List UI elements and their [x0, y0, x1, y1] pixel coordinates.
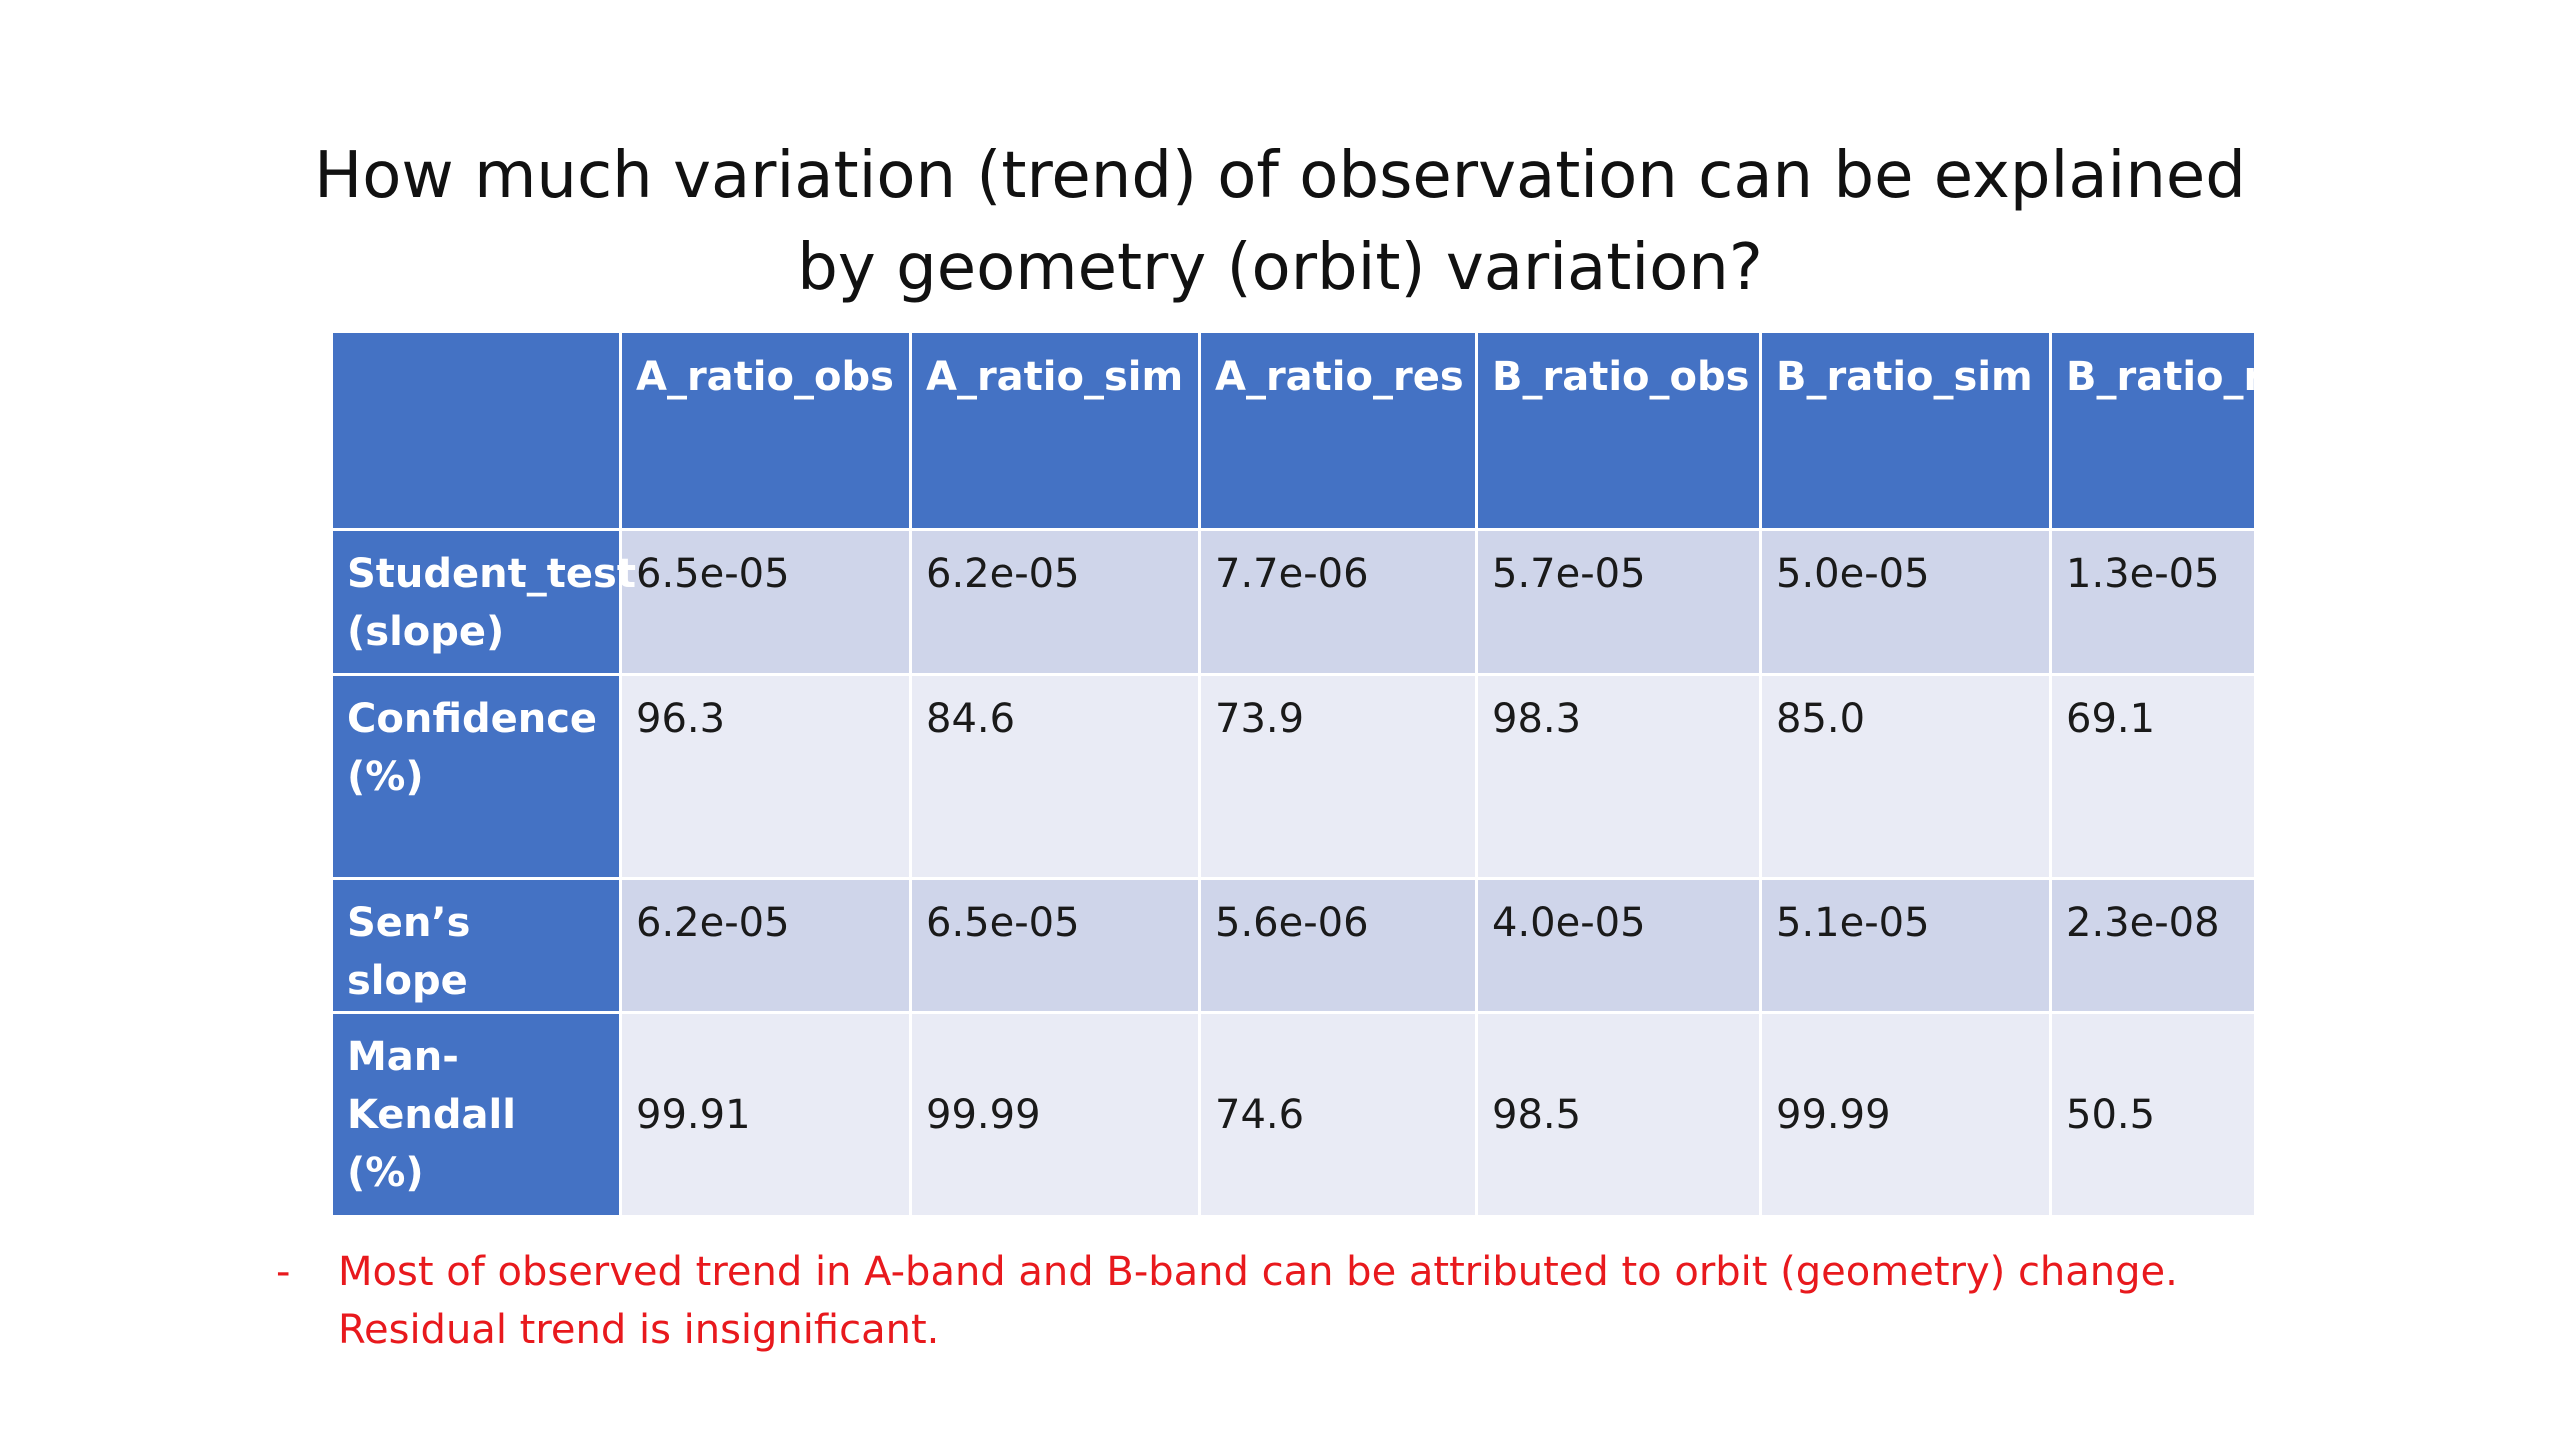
- conclusion-note: - Most of observed trend in A-band and B…: [276, 1243, 2276, 1359]
- table-cell: 73.9: [1198, 673, 1478, 880]
- table-cell: 99.99: [909, 1011, 1201, 1218]
- header-a-ratio-sim: A_ratio_sim: [909, 330, 1201, 531]
- header-corner-cell: [330, 330, 622, 531]
- table-cell: 99.99: [1759, 1011, 2052, 1218]
- table-cell: 6.2e-05: [909, 528, 1201, 676]
- table-cell: 5.6e-06: [1198, 877, 1478, 1014]
- table-cell: 50.5: [2049, 1011, 2257, 1218]
- note-bullet: -: [276, 1249, 291, 1295]
- table-cell: 74.6: [1198, 1011, 1478, 1218]
- table-cell: 6.2e-05: [619, 877, 912, 1014]
- table-cell: 99.91: [619, 1011, 912, 1218]
- table-cell: 98.5: [1475, 1011, 1762, 1218]
- table-cell: 5.1e-05: [1759, 877, 2052, 1014]
- title-line-1: How much variation (trend) of observatio…: [314, 139, 2246, 213]
- table-row: Sen’s slope 6.2e-05 6.5e-05 5.6e-06 4.0e…: [330, 877, 2257, 1014]
- results-table: A_ratio_obs A_ratio_sim A_ratio_res B_ra…: [330, 330, 2314, 1218]
- table-cell: 5.0e-05: [1759, 528, 2052, 676]
- note-line-1: Most of observed trend in A-band and B-b…: [338, 1249, 2178, 1295]
- header-a-ratio-obs: A_ratio_obs: [619, 330, 912, 531]
- table-cell: 98.3: [1475, 673, 1762, 880]
- table-header-row: A_ratio_obs A_ratio_sim A_ratio_res B_ra…: [330, 330, 2314, 531]
- header-a-ratio-res: A_ratio_res: [1198, 330, 1478, 531]
- header-b-ratio-obs: B_ratio_obs: [1475, 330, 1762, 531]
- header-b-ratio-sim: B_ratio_sim: [1759, 330, 2052, 531]
- table-cell: 7.7e-06: [1198, 528, 1478, 676]
- table-cell: 4.0e-05: [1475, 877, 1762, 1014]
- table-cell: 6.5e-05: [619, 528, 912, 676]
- table-cell: 84.6: [909, 673, 1201, 880]
- slide-title: How much variation (trend) of observatio…: [0, 130, 2560, 314]
- table-cell: 5.7e-05: [1475, 528, 1762, 676]
- title-line-2: by geometry (orbit) variation?: [797, 231, 1763, 305]
- row-label: Man-Kendall (%): [330, 1011, 622, 1218]
- row-label: Confidence (%): [330, 673, 622, 880]
- table-cell: 96.3: [619, 673, 912, 880]
- table-cell: 85.0: [1759, 673, 2052, 880]
- table-row: Student_test (slope) 6.5e-05 6.2e-05 7.7…: [330, 528, 2257, 676]
- table-row: Confidence (%) 96.3 84.6 73.9 98.3 85.0 …: [330, 673, 2257, 880]
- table-cell: 6.5e-05: [909, 877, 1201, 1014]
- table-cell: 2.3e-08: [2049, 877, 2257, 1014]
- table-cell: 1.3e-05: [2049, 528, 2257, 676]
- table-row: Man-Kendall (%) 99.91 99.99 74.6 98.5 99…: [330, 1011, 2257, 1218]
- row-label: Sen’s slope: [330, 877, 622, 1014]
- header-b-ratio-res: B_ratio_res: [2049, 330, 2314, 531]
- row-label: Student_test (slope): [330, 528, 636, 676]
- table-cell: 69.1: [2049, 673, 2257, 880]
- note-line-2: Residual trend is insignificant.: [338, 1307, 940, 1353]
